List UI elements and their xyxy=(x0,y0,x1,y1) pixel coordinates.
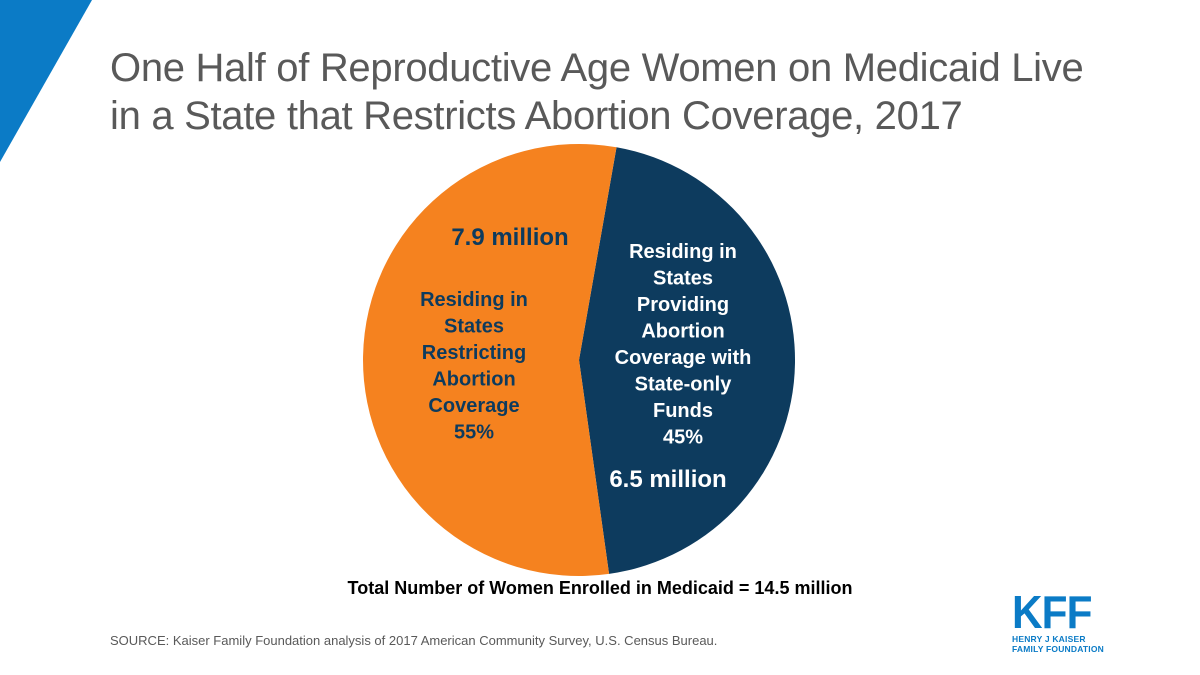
slice-label-line: Abortion xyxy=(432,369,515,391)
slice-label-restricting: Residing in States Restricting Abortion Cove… xyxy=(420,289,528,444)
slice-label-line: States xyxy=(444,316,504,338)
slice-label-line: Providing xyxy=(637,294,729,316)
slice-label-line: 55% xyxy=(454,422,494,444)
kff-logo: KFF HENRY J KAISER FAMILY FOUNDATION xyxy=(1012,586,1112,654)
slice-label-line: Coverage with xyxy=(615,347,752,369)
pie-chart: Residing in States Providing Abortion Covera… xyxy=(363,144,796,577)
slice-count-providing: 6.5 million xyxy=(609,466,726,493)
slice-label-providing: Residing in States Providing Abortion Covera… xyxy=(615,241,752,449)
total-enrolled-label: Total Number of Women Enrolled in Medica… xyxy=(347,578,853,598)
slice-label-line: Residing in xyxy=(420,289,528,311)
slice-label-line: Residing in xyxy=(629,241,737,263)
corner-accent-stripe xyxy=(0,0,92,162)
pie-slices xyxy=(363,144,796,577)
title-line-2: in a State that Restricts Abortion Cover… xyxy=(110,94,963,138)
title-line-1: One Half of Reproductive Age Women on Me… xyxy=(110,46,1084,90)
page-title: One Half of Reproductive Age Women on Me… xyxy=(110,44,1170,140)
slice-label-line: Abortion xyxy=(641,321,724,343)
slice-label-line: States xyxy=(653,268,713,290)
slice-label-line: State-only xyxy=(635,374,733,396)
slice-count-restricting: 7.9 million xyxy=(451,224,568,251)
kff-logo-line-2: FAMILY FOUNDATION xyxy=(1012,644,1105,654)
pie-slice-providing xyxy=(579,147,796,574)
kff-logo-mark: KFF xyxy=(1012,586,1092,638)
slice-label-line: 45% xyxy=(663,427,703,449)
source-note: SOURCE: Kaiser Family Foundation analysi… xyxy=(110,633,718,648)
pie-slice-restricting xyxy=(363,144,617,577)
pie-labels: Residing in States Providing Abortion Covera… xyxy=(420,224,751,493)
slice-label-line: Restricting xyxy=(422,342,526,364)
slice-label-line: Funds xyxy=(653,400,713,422)
slice-label-line: Coverage xyxy=(428,395,519,417)
kff-logo-line-1: HENRY J KAISER xyxy=(1012,634,1086,644)
